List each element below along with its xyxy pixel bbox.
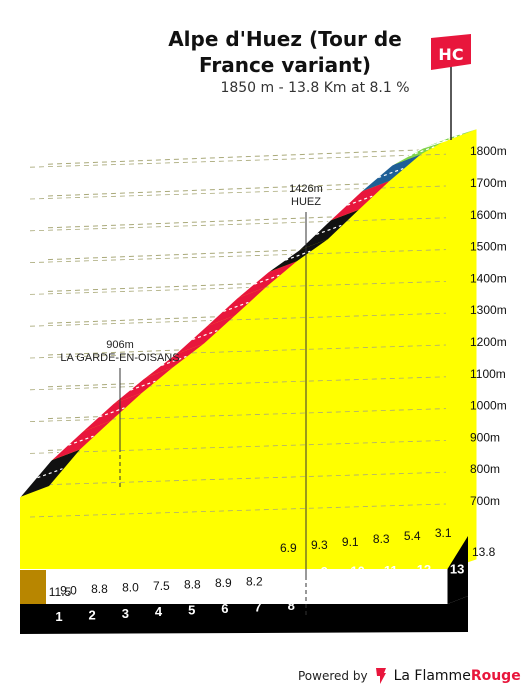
profile-fill xyxy=(20,129,477,570)
km-label-7: 7 xyxy=(254,599,261,614)
area-grid-line-900 xyxy=(29,440,447,454)
km-label-11: 11 xyxy=(384,563,398,578)
gradient-label-10: 9.3 xyxy=(311,538,328,552)
y-tick-label-900: 900m xyxy=(470,430,500,444)
chart-subtitle: 1850 m - 13.8 Km at 8.1 % xyxy=(220,80,410,96)
gradient-stripes xyxy=(19,129,477,498)
annotation-altitude-2: 1426m xyxy=(289,183,323,195)
gradient-label-6: 8.8 xyxy=(184,578,201,592)
km-label-5: 5 xyxy=(188,603,195,618)
base-left-face xyxy=(20,571,46,603)
gradient-label-11: 9.1 xyxy=(342,535,359,549)
gradient-label-13: 5.4 xyxy=(404,529,421,543)
base-ground xyxy=(20,596,468,634)
stripe-dash-5 xyxy=(161,355,187,367)
stripe-dash-3 xyxy=(99,407,125,418)
annotation-name-1: LA GARDE-EN-OISANS xyxy=(60,352,179,364)
gradient-label-3: 8.8 xyxy=(91,582,108,596)
area-grid-line-1800 xyxy=(29,153,447,168)
powered-by-text: Powered by xyxy=(298,669,368,683)
brand-bold: Rouge xyxy=(470,668,521,684)
area-grid-line-1000 xyxy=(29,408,447,422)
stripe-dash-8 xyxy=(254,274,280,285)
gradient-label-1: 11.5 xyxy=(49,585,72,599)
stripe-dash-10 xyxy=(316,224,342,236)
area-grid-line-700 xyxy=(29,503,447,518)
stripe-dash-13 xyxy=(409,146,435,157)
gradient-label-7: 8.9 xyxy=(215,576,232,590)
area-grid-line-1300 xyxy=(29,312,447,327)
km-label-2: 2 xyxy=(89,607,96,622)
y-tick-label-1400: 1400m xyxy=(470,271,507,285)
km-label-6: 6 xyxy=(221,601,228,616)
y-tick-label-1500: 1500m xyxy=(470,240,507,254)
flame-logo-icon xyxy=(375,668,386,684)
stripe-dash-6 xyxy=(192,330,218,341)
category-flag: HC xyxy=(431,34,471,140)
gradient-labels: 11.59.0 8.8 8.0 7.5 8.8 8.9 8.2 6.9 9.3 9.1 8.3 5.4… xyxy=(49,526,452,599)
gradient-label-8: 8.2 xyxy=(246,575,263,589)
km-label-3: 3 xyxy=(122,606,129,621)
km-label-10: 10 xyxy=(350,563,364,578)
stripe-dash-2 xyxy=(68,435,94,446)
gradient-label-4: 8.0 xyxy=(122,581,139,595)
grid-line-1800 xyxy=(47,148,441,165)
stripe-dash-9 xyxy=(285,250,311,261)
annotation-altitude-1: 906m xyxy=(106,339,134,351)
gradient-label-14: 3.1 xyxy=(435,526,452,540)
y-tick-label-1800: 1800m xyxy=(470,144,507,158)
brand-logo-text: La FlammeRouge xyxy=(394,668,521,684)
area-grid-line-1400 xyxy=(29,281,447,295)
brand-regular: La Flamme xyxy=(393,668,471,684)
km-label-4: 4 xyxy=(155,604,163,619)
y-tick-label-1600: 1600m xyxy=(470,208,507,222)
stripe-dash-7 xyxy=(223,301,249,312)
area-grid-line-1100 xyxy=(29,376,447,391)
y-tick-label-700: 700m xyxy=(470,494,500,508)
stripe-dash-11 xyxy=(347,195,373,206)
km-labels: 1 2 3 4 5 6 7 89 10 11 12 13 xyxy=(55,562,464,624)
km-label-12: 12 xyxy=(417,562,431,577)
profile-edge-line xyxy=(19,139,448,498)
stripe-dash-12 xyxy=(378,167,404,179)
y-tick-label-1700: 1700m xyxy=(470,176,507,190)
y-tick-label-1300: 1300m xyxy=(470,303,507,317)
area-grid-line-800 xyxy=(29,471,447,486)
gradient-label-12: 8.3 xyxy=(373,532,390,546)
flag-banner xyxy=(431,34,471,70)
y-tick-label-1100: 1100m xyxy=(470,367,506,381)
area-grid-line-1600 xyxy=(29,217,447,232)
km-label-13: 13 xyxy=(450,562,464,577)
base-right-face xyxy=(447,536,468,604)
y-tick-label-1000: 1000m xyxy=(470,399,507,413)
gradient-label-9: 6.9 xyxy=(280,541,297,555)
stripe-dash-4 xyxy=(130,380,156,391)
area-grid-line-1500 xyxy=(29,249,447,263)
profile-area xyxy=(20,129,477,570)
km-label-9: 9 xyxy=(321,564,328,579)
annotation-name-2: HUEZ xyxy=(291,196,321,208)
y-tick-label-1200: 1200m xyxy=(470,335,507,349)
gradient-label-5: 7.5 xyxy=(153,579,170,593)
gradient-label-2: 9.0 xyxy=(60,584,77,598)
area-grid-line-1200 xyxy=(29,344,447,359)
y-axis-labels: 700m 800m 900m 1000m 1100m 1200m 1300m 1400m 150… xyxy=(470,144,507,559)
km-label-8: 8 xyxy=(288,598,295,613)
profile-base xyxy=(20,536,468,634)
stripe-dash-14 xyxy=(436,133,463,144)
y-tick-label-800: 800m xyxy=(470,462,500,476)
footer: Powered by La FlammeRouge xyxy=(298,666,521,686)
x-total-label: 13.8 xyxy=(472,545,496,559)
stripe-dash-1 xyxy=(37,468,63,479)
km-label-1: 1 xyxy=(55,609,62,624)
chart-title: Alpe d'Huez (Tour de France variant) xyxy=(168,27,402,77)
elevation-profile-chart: 700m 800m 900m 1000m 1100m 1200m 1300m 1400m 150… xyxy=(19,34,507,634)
category-label: HC xyxy=(438,45,463,64)
